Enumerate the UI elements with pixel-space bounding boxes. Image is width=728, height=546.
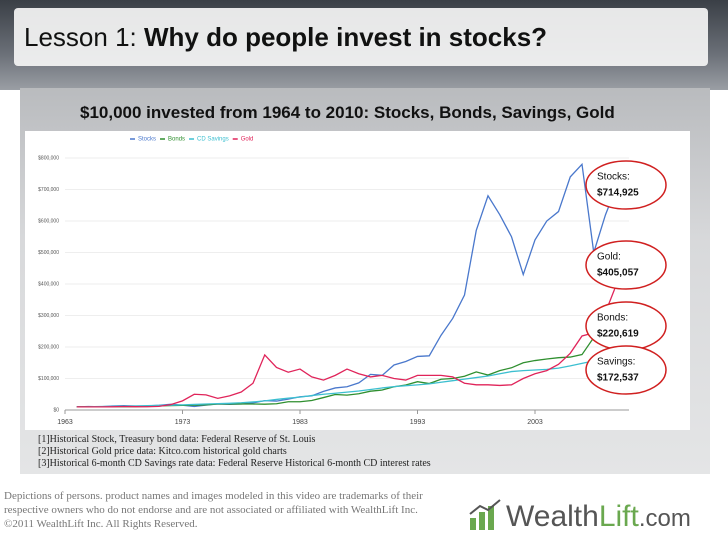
callout-value: $220,619	[597, 329, 639, 340]
y-tick-label: $700,000	[38, 187, 59, 193]
x-tick-label: 2003	[527, 419, 543, 426]
x-tick-label: 1973	[175, 419, 191, 426]
logo-icon	[469, 499, 501, 530]
disclaimer: respective owners who do not endorse and…	[4, 504, 418, 516]
legend-label: Stocks	[138, 137, 156, 143]
slide-title: Lesson 1: Why do people invest in stocks…	[24, 22, 547, 53]
callout-value: $172,537	[597, 373, 639, 384]
callout-value: $714,925	[597, 188, 639, 199]
y-tick-label: $100,000	[38, 376, 59, 382]
y-tick-label: $600,000	[38, 218, 59, 224]
series-line	[76, 282, 618, 408]
chart-title: $10,000 invested from 1964 to 2010: Stoc…	[80, 103, 615, 122]
legend-label: Gold	[241, 137, 254, 143]
disclaimer: ©2011 WealthLift Inc. All Rights Reserve…	[4, 518, 198, 530]
lesson: Lesson 1:	[24, 22, 137, 52]
x-tick-label: 1963	[57, 419, 73, 426]
callout-value: $405,057	[597, 268, 639, 279]
disclaimer: Depictions of persons. product names and…	[4, 490, 423, 502]
y-tick-label: $0	[53, 407, 59, 413]
y-tick-label: $800,000	[38, 155, 59, 161]
y-tick-label: $400,000	[38, 281, 59, 287]
callout-oval	[585, 240, 667, 290]
callout-label: Gold:	[597, 252, 621, 263]
callout-label: Stocks:	[597, 172, 630, 183]
logo-text: Lift	[598, 500, 639, 533]
legend-label: Bonds	[168, 137, 185, 143]
x-tick-label: 1983	[292, 419, 308, 426]
title: Why do people invest in stocks?	[143, 22, 548, 52]
callout-oval	[585, 160, 667, 210]
title-box	[14, 8, 708, 66]
footnote: [2]Historical Gold price data: Kitco.com…	[38, 446, 287, 457]
callout-label: Bonds:	[597, 313, 628, 324]
callout-oval	[585, 301, 667, 351]
callout-oval	[585, 345, 667, 395]
footnote: [1]Historical Stock, Treasury bond data:…	[38, 434, 316, 445]
y-tick-label: $200,000	[38, 344, 59, 350]
legend-label: CD Savings	[197, 137, 229, 143]
y-tick-label: $300,000	[38, 313, 59, 319]
logo-text: .com	[638, 505, 691, 532]
logo-text: Wealth	[506, 500, 599, 533]
callout-label: Savings:	[597, 357, 635, 368]
footnote: [3]Historical 6-month CD Savings rate da…	[38, 458, 431, 469]
chart-background	[25, 131, 690, 430]
x-tick-label: 1993	[410, 419, 426, 426]
y-tick-label: $500,000	[38, 250, 59, 256]
logo: WealthLift.com	[506, 500, 691, 534]
